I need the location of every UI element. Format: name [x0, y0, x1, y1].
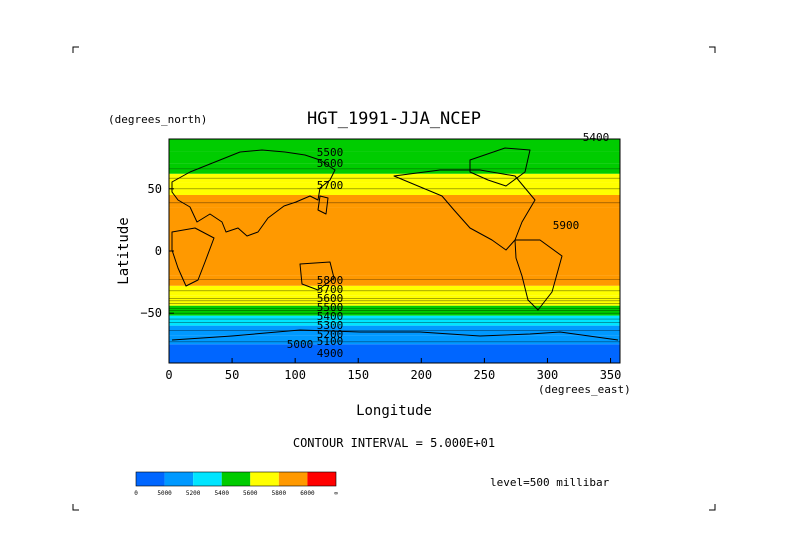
- x-tick-label: 200: [410, 368, 432, 382]
- colorbar-swatch: [221, 472, 251, 486]
- height-band: [169, 195, 620, 208]
- corner-marks: [72, 46, 716, 511]
- contour-label: 5400: [583, 131, 610, 144]
- y-tick-label: 50: [148, 182, 162, 196]
- colorbar-swatch: [136, 472, 165, 486]
- colorbar-label: 0: [134, 490, 138, 497]
- colorbar-swatch: [250, 472, 279, 486]
- contour-interval-text: CONTOUR INTERVAL = 5.000E+01: [293, 436, 495, 450]
- y-tick-label: −50: [140, 306, 162, 320]
- x-axis-label: Longitude: [356, 403, 432, 419]
- colorbar-label: 5400: [214, 490, 229, 497]
- contour-label: 5600: [317, 292, 344, 305]
- plot-area: 5400550056005700590058005700560055005400…: [169, 131, 620, 363]
- contour-label: 5900: [553, 219, 580, 232]
- y-tick-label: 0: [155, 244, 162, 258]
- chart-title: HGT_1991-JJA_NCEP: [307, 109, 481, 129]
- colorbar-frame: [135, 471, 337, 487]
- height-band: [169, 344, 620, 363]
- contour-label: 5700: [317, 179, 344, 192]
- continent-outlines: [171, 147, 619, 341]
- colorbar-label: 5000: [157, 490, 172, 497]
- height-band: [169, 315, 620, 326]
- y-axis-label: Latitude: [116, 217, 132, 284]
- contour-label: 5100: [317, 335, 344, 348]
- colorbar-label: 5200: [186, 490, 201, 497]
- height-band: [169, 335, 620, 345]
- colorbar-swatch: [164, 472, 194, 486]
- contour-label: 5500: [317, 146, 344, 159]
- colorbar-swatch: [278, 472, 308, 486]
- contour-label: 4900: [317, 347, 344, 360]
- level-text: level=500 millibar: [490, 476, 610, 489]
- contour-label: 5600: [317, 157, 344, 170]
- y-axis: 50 0 −50: [140, 182, 174, 320]
- y-units-label: (degrees_north): [108, 113, 207, 126]
- colorbar: 0 5000 5200 5400 5600 5800 6000 ∞: [134, 471, 338, 497]
- contour-label: 5400: [317, 310, 344, 323]
- colorbar-label: 5800: [272, 490, 287, 497]
- x-tick-label: 150: [347, 368, 369, 382]
- colorbar-label: 6000: [300, 490, 315, 497]
- height-band: [169, 139, 620, 152]
- x-axis: 0 50 100 150 200 250 300 350: [165, 358, 621, 382]
- x-tick-label: 350: [600, 368, 622, 382]
- colorbar-label: ∞: [334, 490, 338, 497]
- height-band: [169, 207, 620, 276]
- colorbar-swatch: [193, 472, 222, 486]
- contour-label: 5000: [287, 338, 314, 351]
- colorbar-swatch: [307, 472, 336, 486]
- x-tick-label: 0: [165, 368, 172, 382]
- x-tick-label: 300: [537, 368, 559, 382]
- x-tick-label: 250: [474, 368, 496, 382]
- height-band: [169, 275, 620, 286]
- x-tick-label: 100: [284, 368, 306, 382]
- height-band: [169, 151, 620, 164]
- x-units-label: (degrees_east): [538, 383, 631, 396]
- colorbar-label: 5600: [243, 490, 258, 497]
- contour-label: 5500: [317, 301, 344, 314]
- contour-label: 5300: [317, 319, 344, 332]
- x-tick-label: 50: [225, 368, 239, 382]
